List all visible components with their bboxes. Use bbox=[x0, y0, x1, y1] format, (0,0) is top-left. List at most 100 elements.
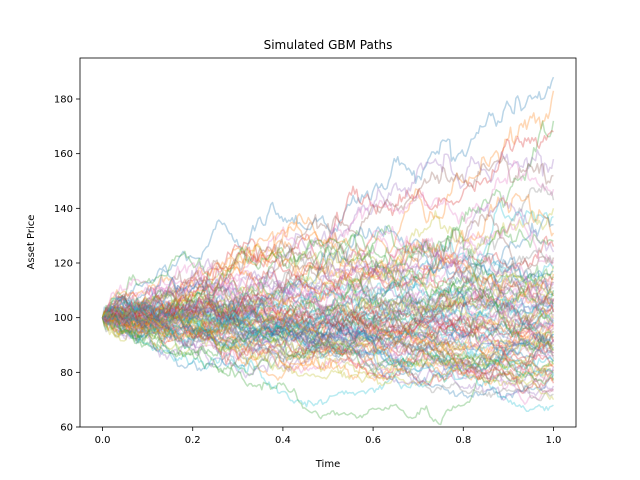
price-path bbox=[101, 272, 555, 359]
x-tick-label: 0.0 bbox=[95, 435, 111, 446]
x-axis-label: Time bbox=[315, 459, 340, 470]
price-path bbox=[101, 297, 555, 401]
price-path bbox=[102, 280, 554, 342]
price-path bbox=[102, 295, 555, 357]
price-path bbox=[102, 233, 555, 352]
price-path bbox=[101, 270, 555, 329]
price-path bbox=[101, 226, 554, 322]
price-path bbox=[102, 297, 555, 377]
price-path bbox=[101, 238, 554, 337]
price-path bbox=[101, 272, 555, 329]
price-path bbox=[101, 226, 555, 329]
price-path bbox=[102, 301, 555, 383]
price-path bbox=[102, 297, 555, 381]
price-path bbox=[101, 272, 554, 335]
price-path bbox=[102, 235, 555, 341]
price-path bbox=[102, 310, 555, 405]
price-path bbox=[102, 309, 555, 387]
price-path bbox=[102, 312, 555, 426]
price-path bbox=[101, 290, 554, 375]
price-path bbox=[101, 200, 554, 348]
price-path bbox=[101, 272, 554, 353]
y-tick-label: 60 bbox=[60, 423, 73, 434]
price-path bbox=[101, 304, 554, 372]
price-path bbox=[101, 295, 554, 344]
price-path bbox=[102, 297, 555, 356]
price-path bbox=[101, 317, 555, 385]
y-tick-label: 140 bbox=[54, 204, 73, 215]
price-path bbox=[101, 269, 555, 350]
price-path bbox=[101, 235, 555, 321]
price-path bbox=[101, 307, 555, 377]
paths-layer bbox=[101, 76, 555, 426]
price-path bbox=[102, 294, 554, 380]
price-path bbox=[101, 288, 554, 348]
y-tick-label: 160 bbox=[54, 149, 73, 160]
y-axis-ticks: 60 80 100 120 140 160 180 bbox=[54, 95, 80, 434]
price-path bbox=[102, 265, 555, 363]
price-path bbox=[101, 130, 554, 325]
price-path bbox=[101, 295, 555, 345]
price-path bbox=[101, 183, 555, 328]
price-path bbox=[102, 287, 554, 402]
price-path bbox=[102, 303, 555, 395]
price-path bbox=[101, 216, 554, 363]
price-path bbox=[102, 304, 555, 379]
price-path bbox=[101, 243, 554, 330]
price-path bbox=[101, 76, 555, 318]
price-path bbox=[101, 262, 554, 363]
price-path bbox=[101, 258, 555, 341]
price-path bbox=[101, 208, 555, 338]
price-path bbox=[102, 286, 554, 368]
price-path bbox=[102, 149, 555, 321]
y-tick-label: 180 bbox=[54, 95, 73, 106]
price-path bbox=[101, 310, 555, 382]
price-path bbox=[101, 289, 555, 346]
chart-title: Simulated GBM Paths bbox=[264, 38, 393, 52]
price-path bbox=[102, 160, 555, 334]
price-path bbox=[101, 313, 554, 381]
price-path bbox=[102, 264, 554, 372]
price-path bbox=[102, 307, 555, 379]
y-tick-label: 100 bbox=[54, 313, 73, 324]
y-tick-label: 120 bbox=[54, 259, 73, 270]
price-path bbox=[102, 260, 555, 346]
price-path bbox=[101, 306, 555, 401]
price-path bbox=[101, 312, 554, 387]
price-path bbox=[101, 213, 555, 319]
price-path bbox=[101, 290, 555, 350]
plot-frame bbox=[79, 57, 577, 428]
price-path bbox=[102, 269, 555, 393]
x-tick-label: 0.2 bbox=[185, 435, 201, 446]
y-tick-label: 80 bbox=[60, 368, 73, 379]
price-path bbox=[101, 226, 554, 349]
x-axis-ticks: 0.0 0.2 0.4 0.6 0.8 1.0 bbox=[95, 427, 562, 446]
price-path bbox=[101, 286, 555, 378]
price-path bbox=[102, 306, 555, 370]
price-path bbox=[102, 291, 555, 357]
price-path bbox=[101, 309, 554, 373]
price-path bbox=[102, 297, 554, 412]
price-path bbox=[101, 120, 555, 318]
price-path bbox=[101, 90, 555, 318]
price-path bbox=[102, 309, 555, 372]
price-path bbox=[101, 277, 554, 377]
price-path bbox=[101, 192, 555, 332]
price-path bbox=[101, 281, 555, 343]
price-path bbox=[101, 247, 554, 341]
price-path bbox=[101, 311, 554, 356]
price-path bbox=[102, 294, 555, 357]
x-tick-label: 0.4 bbox=[275, 435, 291, 446]
price-path bbox=[102, 262, 555, 383]
price-path bbox=[101, 300, 554, 371]
price-path bbox=[101, 295, 554, 345]
price-path bbox=[102, 261, 555, 357]
x-tick-label: 1.0 bbox=[546, 435, 562, 446]
price-path bbox=[101, 280, 555, 343]
x-tick-label: 0.8 bbox=[455, 435, 471, 446]
price-path bbox=[101, 296, 555, 362]
price-path bbox=[102, 221, 555, 332]
price-path bbox=[102, 246, 555, 372]
price-path bbox=[101, 261, 554, 350]
